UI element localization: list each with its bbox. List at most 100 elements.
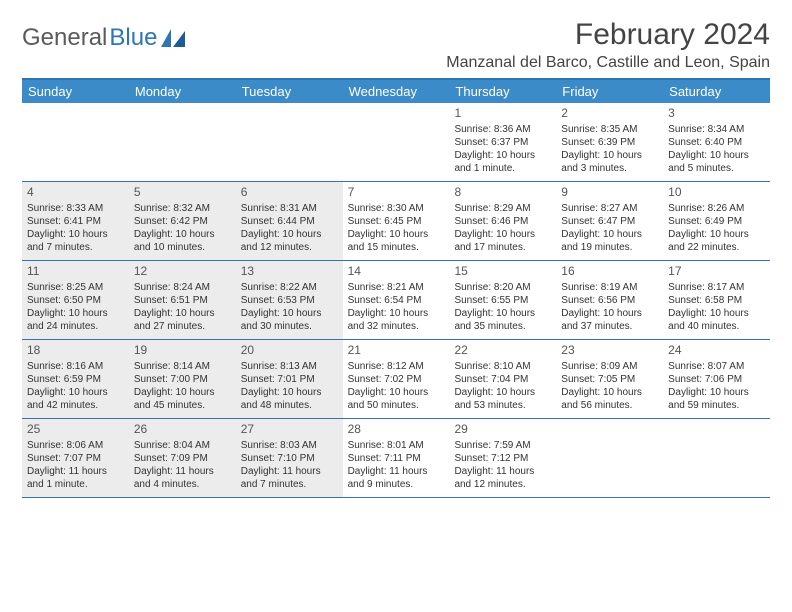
daylight-text: Daylight: 10 hours and 19 minutes. <box>561 228 658 254</box>
sunset-text: Sunset: 6:42 PM <box>134 215 231 228</box>
sunrise-text: Sunrise: 8:16 AM <box>27 360 124 373</box>
day-number: 25 <box>27 422 124 438</box>
day-cell <box>556 419 663 497</box>
dow-wednesday: Wednesday <box>343 80 450 103</box>
sunrise-text: Sunrise: 8:35 AM <box>561 123 658 136</box>
daylight-text: Daylight: 10 hours and 15 minutes. <box>348 228 445 254</box>
dow-tuesday: Tuesday <box>236 80 343 103</box>
day-number: 14 <box>348 264 445 280</box>
daylight-text: Daylight: 10 hours and 37 minutes. <box>561 307 658 333</box>
sunrise-text: Sunrise: 8:10 AM <box>454 360 551 373</box>
header: GeneralBlue February 2024 Manzanal del B… <box>22 18 770 72</box>
daylight-text: Daylight: 10 hours and 27 minutes. <box>134 307 231 333</box>
daylight-text: Daylight: 11 hours and 12 minutes. <box>454 465 551 491</box>
day-cell <box>663 419 770 497</box>
daylight-text: Daylight: 10 hours and 1 minute. <box>454 149 551 175</box>
sunrise-text: Sunrise: 8:19 AM <box>561 281 658 294</box>
sunset-text: Sunset: 7:04 PM <box>454 373 551 386</box>
sunrise-text: Sunrise: 8:03 AM <box>241 439 338 452</box>
day-cell: 28Sunrise: 8:01 AMSunset: 7:11 PMDayligh… <box>343 419 450 497</box>
day-cell: 27Sunrise: 8:03 AMSunset: 7:10 PMDayligh… <box>236 419 343 497</box>
day-number: 28 <box>348 422 445 438</box>
day-cell: 16Sunrise: 8:19 AMSunset: 6:56 PMDayligh… <box>556 261 663 339</box>
day-number: 18 <box>27 343 124 359</box>
day-cell: 4Sunrise: 8:33 AMSunset: 6:41 PMDaylight… <box>22 182 129 260</box>
day-cell: 6Sunrise: 8:31 AMSunset: 6:44 PMDaylight… <box>236 182 343 260</box>
sunrise-text: Sunrise: 8:33 AM <box>27 202 124 215</box>
daylight-text: Daylight: 10 hours and 56 minutes. <box>561 386 658 412</box>
day-cell <box>129 103 236 181</box>
daylight-text: Daylight: 11 hours and 7 minutes. <box>241 465 338 491</box>
sunrise-text: Sunrise: 8:17 AM <box>668 281 765 294</box>
day-number: 8 <box>454 185 551 201</box>
day-cell: 23Sunrise: 8:09 AMSunset: 7:05 PMDayligh… <box>556 340 663 418</box>
daylight-text: Daylight: 10 hours and 48 minutes. <box>241 386 338 412</box>
day-cell: 2Sunrise: 8:35 AMSunset: 6:39 PMDaylight… <box>556 103 663 181</box>
day-cell: 20Sunrise: 8:13 AMSunset: 7:01 PMDayligh… <box>236 340 343 418</box>
daylight-text: Daylight: 10 hours and 22 minutes. <box>668 228 765 254</box>
day-cell: 18Sunrise: 8:16 AMSunset: 6:59 PMDayligh… <box>22 340 129 418</box>
sunset-text: Sunset: 7:06 PM <box>668 373 765 386</box>
sunset-text: Sunset: 7:12 PM <box>454 452 551 465</box>
week-row: 25Sunrise: 8:06 AMSunset: 7:07 PMDayligh… <box>22 419 770 498</box>
daylight-text: Daylight: 10 hours and 5 minutes. <box>668 149 765 175</box>
brand-part2: Blue <box>109 24 157 52</box>
sunset-text: Sunset: 7:07 PM <box>27 452 124 465</box>
day-cell: 12Sunrise: 8:24 AMSunset: 6:51 PMDayligh… <box>129 261 236 339</box>
day-cell <box>343 103 450 181</box>
sunrise-text: Sunrise: 8:25 AM <box>27 281 124 294</box>
daylight-text: Daylight: 10 hours and 42 minutes. <box>27 386 124 412</box>
sunrise-text: Sunrise: 8:21 AM <box>348 281 445 294</box>
sunset-text: Sunset: 6:51 PM <box>134 294 231 307</box>
day-cell <box>22 103 129 181</box>
sunrise-text: Sunrise: 8:27 AM <box>561 202 658 215</box>
location-subtitle: Manzanal del Barco, Castille and Leon, S… <box>446 54 770 72</box>
day-cell: 21Sunrise: 8:12 AMSunset: 7:02 PMDayligh… <box>343 340 450 418</box>
week-row: 4Sunrise: 8:33 AMSunset: 6:41 PMDaylight… <box>22 182 770 261</box>
day-number: 11 <box>27 264 124 280</box>
sunset-text: Sunset: 7:00 PM <box>134 373 231 386</box>
daylight-text: Daylight: 10 hours and 7 minutes. <box>27 228 124 254</box>
sunrise-text: Sunrise: 8:13 AM <box>241 360 338 373</box>
daylight-text: Daylight: 10 hours and 40 minutes. <box>668 307 765 333</box>
day-number: 1 <box>454 106 551 122</box>
sunset-text: Sunset: 7:11 PM <box>348 452 445 465</box>
sunset-text: Sunset: 6:46 PM <box>454 215 551 228</box>
day-cell: 1Sunrise: 8:36 AMSunset: 6:37 PMDaylight… <box>449 103 556 181</box>
sunset-text: Sunset: 6:40 PM <box>668 136 765 149</box>
day-number: 13 <box>241 264 338 280</box>
daylight-text: Daylight: 11 hours and 1 minute. <box>27 465 124 491</box>
day-of-week-header: Sunday Monday Tuesday Wednesday Thursday… <box>22 80 770 103</box>
week-row: 11Sunrise: 8:25 AMSunset: 6:50 PMDayligh… <box>22 261 770 340</box>
daylight-text: Daylight: 10 hours and 3 minutes. <box>561 149 658 175</box>
day-cell: 26Sunrise: 8:04 AMSunset: 7:09 PMDayligh… <box>129 419 236 497</box>
day-number: 22 <box>454 343 551 359</box>
daylight-text: Daylight: 10 hours and 45 minutes. <box>134 386 231 412</box>
daylight-text: Daylight: 10 hours and 50 minutes. <box>348 386 445 412</box>
week-row: 18Sunrise: 8:16 AMSunset: 6:59 PMDayligh… <box>22 340 770 419</box>
sunrise-text: Sunrise: 7:59 AM <box>454 439 551 452</box>
sunrise-text: Sunrise: 8:09 AM <box>561 360 658 373</box>
sunset-text: Sunset: 7:09 PM <box>134 452 231 465</box>
day-cell: 5Sunrise: 8:32 AMSunset: 6:42 PMDaylight… <box>129 182 236 260</box>
sunset-text: Sunset: 6:56 PM <box>561 294 658 307</box>
dow-friday: Friday <box>556 80 663 103</box>
sunset-text: Sunset: 6:41 PM <box>27 215 124 228</box>
daylight-text: Daylight: 10 hours and 53 minutes. <box>454 386 551 412</box>
day-cell: 17Sunrise: 8:17 AMSunset: 6:58 PMDayligh… <box>663 261 770 339</box>
sunset-text: Sunset: 6:59 PM <box>27 373 124 386</box>
day-number: 29 <box>454 422 551 438</box>
day-number: 23 <box>561 343 658 359</box>
day-cell: 14Sunrise: 8:21 AMSunset: 6:54 PMDayligh… <box>343 261 450 339</box>
sunrise-text: Sunrise: 8:24 AM <box>134 281 231 294</box>
sunset-text: Sunset: 6:37 PM <box>454 136 551 149</box>
daylight-text: Daylight: 11 hours and 4 minutes. <box>134 465 231 491</box>
sunrise-text: Sunrise: 8:26 AM <box>668 202 765 215</box>
day-number: 12 <box>134 264 231 280</box>
sunset-text: Sunset: 6:49 PM <box>668 215 765 228</box>
sunrise-text: Sunrise: 8:29 AM <box>454 202 551 215</box>
day-number: 6 <box>241 185 338 201</box>
day-cell: 8Sunrise: 8:29 AMSunset: 6:46 PMDaylight… <box>449 182 556 260</box>
sunrise-text: Sunrise: 8:20 AM <box>454 281 551 294</box>
daylight-text: Daylight: 10 hours and 24 minutes. <box>27 307 124 333</box>
